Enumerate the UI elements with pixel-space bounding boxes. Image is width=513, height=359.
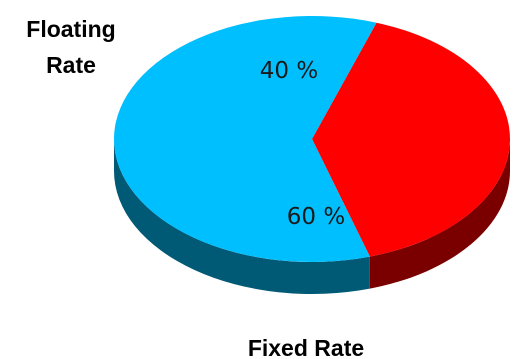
slice-label-floating-rate: 40 % xyxy=(260,58,318,84)
category-label-floating-rate-line1: Floating xyxy=(26,16,115,42)
pie-tops xyxy=(113,15,510,262)
pie-side-fixed-rate xyxy=(114,139,370,295)
category-label-floating-rate-line2: Rate xyxy=(46,52,96,78)
pie-slice-floating-rate xyxy=(312,22,510,257)
pie-sides xyxy=(114,139,510,295)
category-label-fixed-rate: Fixed Rate xyxy=(248,335,364,359)
pie-side-floating-rate xyxy=(369,139,510,289)
slice-label-fixed-rate: 60 % xyxy=(287,204,345,230)
pie-slice-fixed-rate xyxy=(113,15,377,262)
